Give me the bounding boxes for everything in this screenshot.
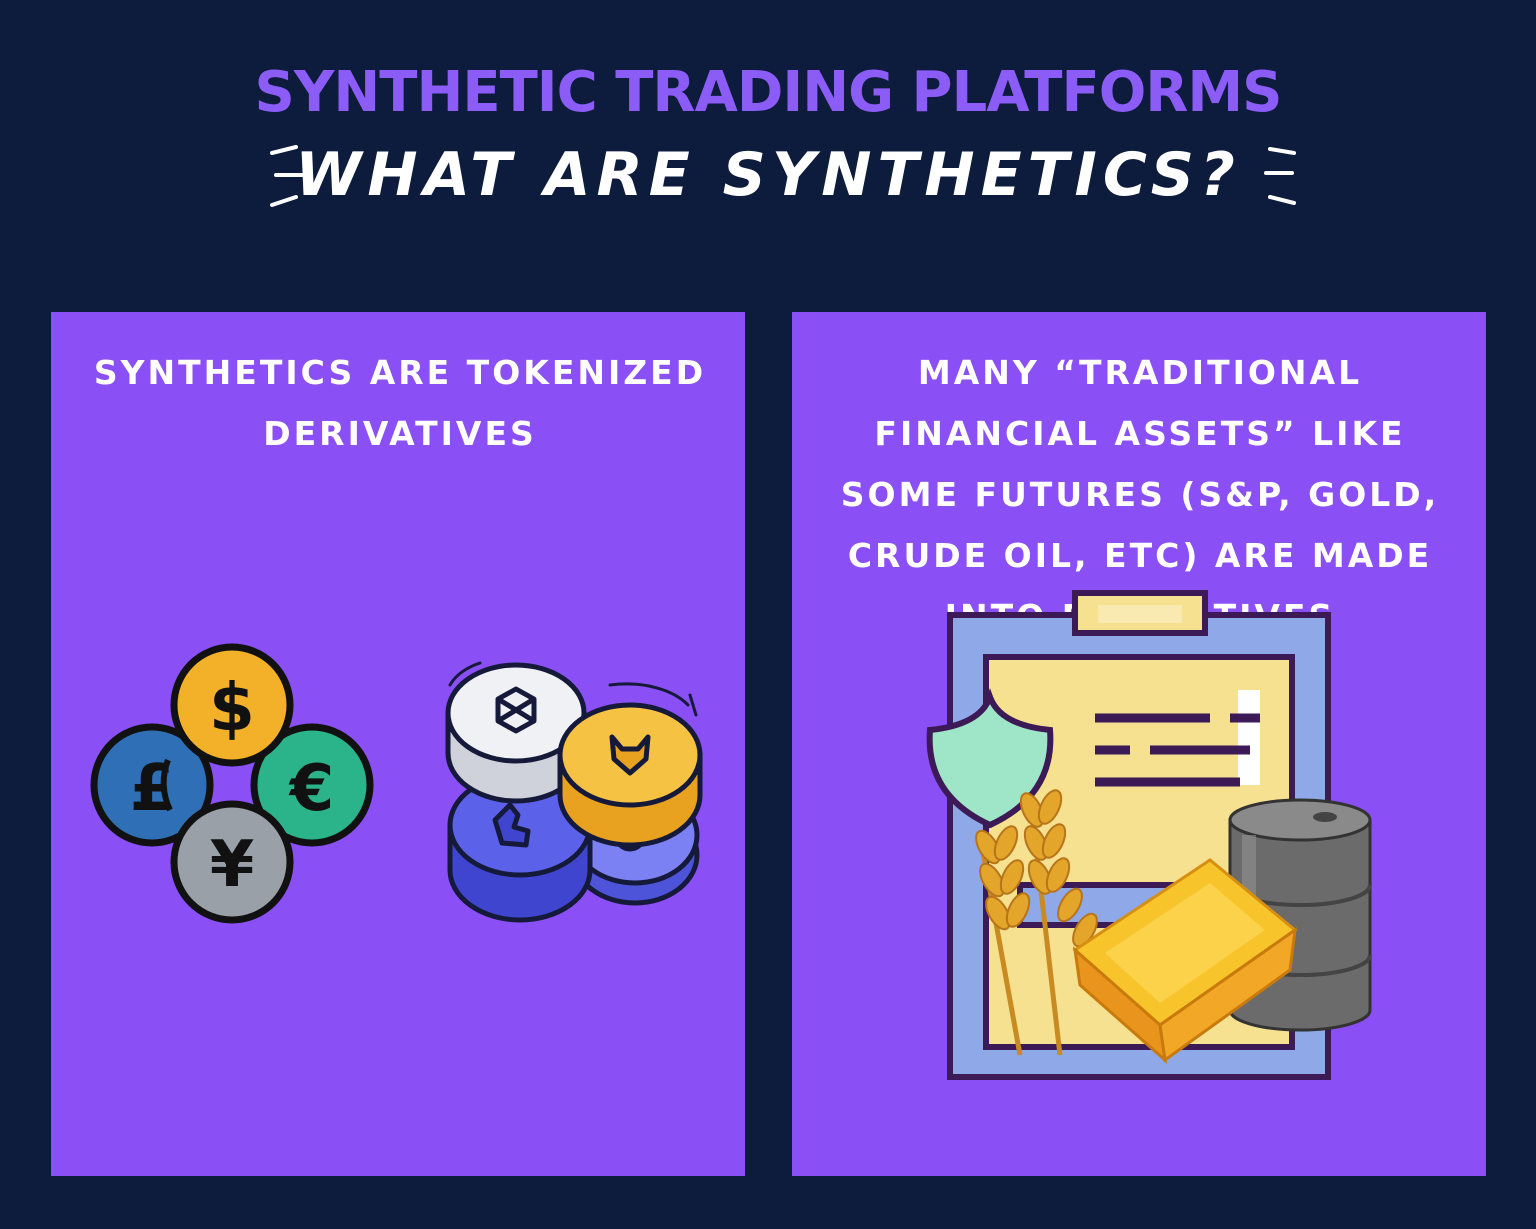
- yen-symbol: ¥: [210, 828, 255, 902]
- right-dashes-icon: [1262, 143, 1312, 213]
- pound-symbol: £: [130, 752, 175, 826]
- crypto-tokens-icon: [440, 655, 710, 925]
- left-dashes-icon: [262, 143, 312, 213]
- dollar-symbol: $: [209, 669, 255, 746]
- page-title: SYNTHETIC TRADING PLATFORMS: [0, 58, 1536, 128]
- euro-symbol: €: [288, 752, 335, 826]
- left-panel-text: SYNTHETICS ARE TOKENIZED DERIVATIVES: [90, 342, 710, 464]
- currency-coins-icon: $ £ € ¥: [90, 640, 380, 930]
- subtitle-row: WHAT ARE SYNTHETICS?: [0, 135, 1536, 215]
- commodities-illustration: [920, 585, 1390, 1085]
